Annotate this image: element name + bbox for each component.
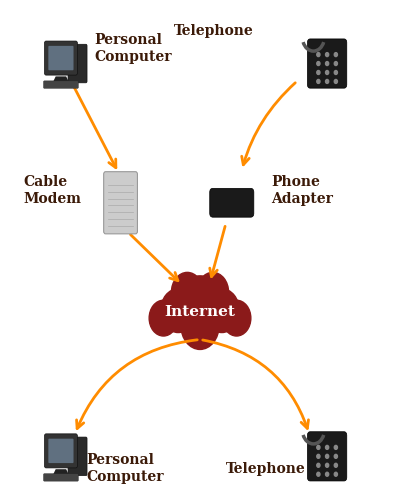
Circle shape (334, 454, 338, 458)
Circle shape (326, 446, 329, 450)
Circle shape (326, 80, 329, 84)
Circle shape (326, 52, 329, 56)
Circle shape (326, 62, 329, 66)
Text: Personal
Computer: Personal Computer (95, 33, 172, 64)
Circle shape (222, 300, 251, 336)
FancyBboxPatch shape (44, 41, 77, 75)
Circle shape (204, 289, 239, 333)
Circle shape (177, 276, 223, 334)
FancyBboxPatch shape (48, 438, 74, 463)
Circle shape (317, 454, 320, 458)
FancyBboxPatch shape (210, 188, 254, 217)
Circle shape (334, 446, 338, 450)
Circle shape (334, 80, 338, 84)
FancyBboxPatch shape (44, 434, 77, 468)
FancyBboxPatch shape (44, 81, 78, 88)
Circle shape (326, 472, 329, 476)
Circle shape (317, 446, 320, 450)
Polygon shape (53, 76, 69, 82)
Text: Telephone: Telephone (174, 24, 254, 38)
Text: Cable
Modem: Cable Modem (23, 174, 81, 206)
FancyBboxPatch shape (308, 39, 347, 88)
Circle shape (161, 289, 196, 333)
Circle shape (197, 272, 229, 312)
Circle shape (334, 70, 338, 74)
Circle shape (149, 300, 178, 336)
Circle shape (326, 464, 329, 468)
Text: Phone
Adapter: Phone Adapter (272, 174, 333, 206)
Circle shape (317, 70, 320, 74)
FancyBboxPatch shape (104, 172, 138, 234)
FancyBboxPatch shape (68, 437, 87, 476)
Polygon shape (53, 469, 69, 474)
FancyBboxPatch shape (44, 474, 78, 481)
Circle shape (334, 464, 338, 468)
Text: Personal
Computer: Personal Computer (87, 453, 164, 484)
Circle shape (317, 464, 320, 468)
FancyBboxPatch shape (308, 432, 347, 481)
Circle shape (326, 454, 329, 458)
FancyBboxPatch shape (48, 46, 74, 70)
Circle shape (172, 272, 203, 312)
Circle shape (317, 62, 320, 66)
Circle shape (334, 472, 338, 476)
Circle shape (326, 70, 329, 74)
Text: Telephone: Telephone (226, 462, 306, 476)
Circle shape (181, 302, 219, 350)
Circle shape (317, 80, 320, 84)
Text: Internet: Internet (164, 305, 236, 319)
Circle shape (317, 472, 320, 476)
Circle shape (334, 52, 338, 56)
FancyBboxPatch shape (68, 44, 87, 83)
Circle shape (317, 52, 320, 56)
Circle shape (334, 62, 338, 66)
